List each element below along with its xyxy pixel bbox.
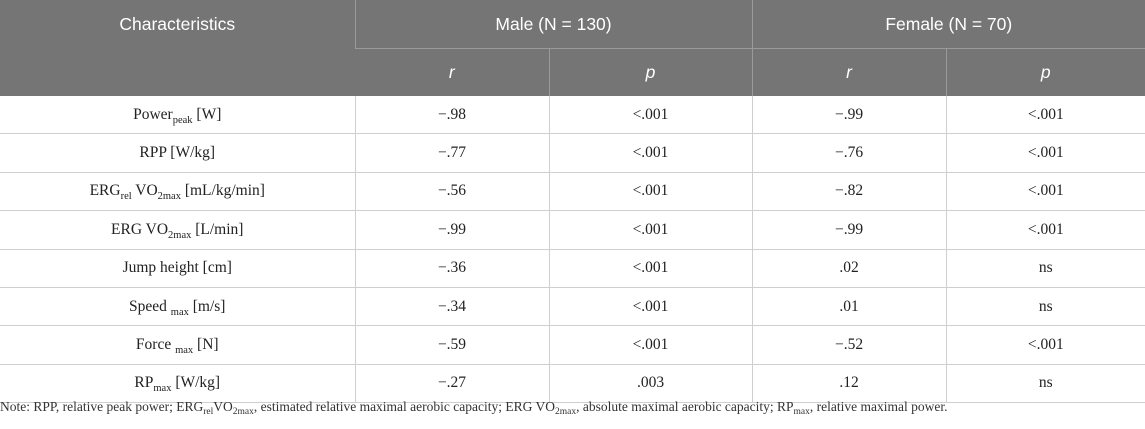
- table-row: Powerpeak [W] −.98 <.001 −.99 <.001: [0, 96, 1145, 135]
- male-r-cell: −.27: [354, 364, 549, 404]
- table-row: ERGrel VO2max [mL/kg/min] −.56 <.001 −.8…: [0, 172, 1145, 212]
- female-p-cell: ns: [945, 364, 1145, 404]
- header-male-p: p: [548, 48, 753, 96]
- table-row: Jump height [cm] −.36 <.001 .02 ns: [0, 249, 1145, 288]
- female-r-cell: −.99: [751, 96, 947, 135]
- male-p-cell: <.001: [548, 210, 753, 250]
- male-p-cell: <.001: [548, 172, 753, 212]
- row-label: Speed max [m/s]: [0, 287, 355, 327]
- row-label: ERG VO2max [L/min]: [0, 210, 355, 250]
- header-characteristics: Characteristics: [0, 0, 355, 96]
- male-p-cell: <.001: [548, 325, 753, 365]
- male-p-cell: <.001: [548, 249, 753, 288]
- header-female-r: r: [751, 48, 947, 96]
- row-label: Powerpeak [W]: [0, 96, 355, 135]
- female-p-cell: <.001: [945, 133, 1145, 173]
- male-p-cell: <.001: [548, 133, 753, 173]
- male-r-cell: −.56: [354, 172, 549, 212]
- female-r-cell: .01: [751, 287, 947, 327]
- female-p-cell: <.001: [945, 325, 1145, 365]
- header-female-p: p: [945, 48, 1145, 96]
- table-note: Note: RPP, relative peak power; ERGrelVO…: [0, 399, 948, 417]
- row-label: ERGrel VO2max [mL/kg/min]: [0, 172, 355, 212]
- female-p-cell: <.001: [945, 96, 1145, 135]
- header-row-stats: r p r p: [0, 48, 1145, 96]
- male-r-cell: −.36: [354, 249, 549, 288]
- table-row: RPP [W/kg] −.77 <.001 −.76 <.001: [0, 133, 1145, 173]
- female-r-cell: .12: [751, 364, 947, 404]
- female-r-cell: −.52: [751, 325, 947, 365]
- male-r-cell: −.99: [354, 210, 549, 250]
- female-r-cell: .02: [751, 249, 947, 288]
- female-r-cell: −.99: [751, 210, 947, 250]
- female-p-cell: <.001: [945, 210, 1145, 250]
- row-label: Force max [N]: [0, 325, 355, 365]
- male-r-cell: −.59: [354, 325, 549, 365]
- male-p-cell: .003: [548, 364, 753, 404]
- male-r-cell: −.77: [354, 133, 549, 173]
- correlation-table: Characteristics Male (N = 130) Female (N…: [0, 0, 1145, 404]
- header-row-groups: Characteristics Male (N = 130) Female (N…: [0, 0, 1145, 96]
- table-row: ERG VO2max [L/min] −.99 <.001 −.99 <.001: [0, 210, 1145, 250]
- female-r-cell: −.82: [751, 172, 947, 212]
- male-r-cell: −.34: [354, 287, 549, 327]
- female-p-cell: <.001: [945, 172, 1145, 212]
- female-r-cell: −.76: [751, 133, 947, 173]
- header-female: Female (N = 70): [751, 0, 1145, 49]
- table-row: Speed max [m/s] −.34 <.001 .01 ns: [0, 287, 1145, 327]
- row-label: RPmax [W/kg]: [0, 364, 355, 404]
- female-p-cell: ns: [945, 249, 1145, 288]
- female-p-cell: ns: [945, 287, 1145, 327]
- male-p-cell: <.001: [548, 96, 753, 135]
- male-p-cell: <.001: [548, 287, 753, 327]
- male-r-cell: −.98: [354, 96, 549, 135]
- header-male: Male (N = 130): [354, 0, 753, 49]
- header-male-r: r: [355, 48, 549, 96]
- row-label: RPP [W/kg]: [0, 133, 355, 173]
- row-label: Jump height [cm]: [0, 249, 355, 288]
- table-row: RPmax [W/kg] −.27 .003 .12 ns: [0, 364, 1145, 404]
- table-row: Force max [N] −.59 <.001 −.52 <.001: [0, 325, 1145, 365]
